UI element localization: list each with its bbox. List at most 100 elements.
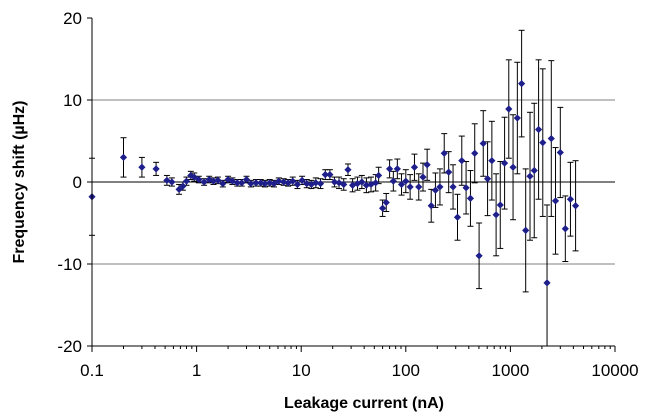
data-point — [571, 202, 580, 210]
data-point — [534, 125, 543, 134]
data-point — [138, 163, 146, 171]
data-point — [378, 204, 387, 212]
data-point — [219, 180, 227, 188]
y-tick-label: 0 — [73, 173, 82, 192]
data-point — [275, 177, 283, 185]
data-point — [397, 180, 406, 189]
data-point — [492, 211, 500, 219]
y-tick-label: -10 — [57, 255, 82, 274]
data-point — [182, 177, 191, 185]
data-point — [252, 179, 260, 187]
error-bars — [89, 29, 579, 346]
data-point — [367, 180, 375, 189]
y-tick-label: 20 — [63, 9, 82, 28]
data-point — [261, 180, 269, 188]
data-point — [152, 165, 160, 173]
data-point — [436, 183, 444, 191]
data-point — [475, 252, 483, 260]
data-point — [458, 157, 466, 165]
data-point — [289, 177, 297, 185]
data-point — [372, 179, 380, 187]
data-point — [410, 163, 419, 171]
data-point — [298, 176, 306, 184]
data-point — [293, 180, 302, 189]
y-tick-label: -20 — [57, 337, 82, 356]
data-point — [340, 180, 348, 189]
data-point — [321, 171, 329, 179]
error-bar — [544, 204, 551, 346]
data-point — [358, 178, 366, 186]
data-point — [303, 180, 311, 188]
data-points — [88, 80, 580, 287]
data-point — [375, 171, 383, 180]
data-point — [505, 105, 513, 113]
data-point — [280, 178, 288, 186]
data-point — [238, 179, 246, 187]
data-point — [168, 178, 176, 186]
data-point — [445, 168, 453, 176]
data-point — [200, 178, 208, 186]
axes — [87, 17, 616, 352]
x-axis-title: Leakage current (nA) — [284, 395, 444, 412]
data-point — [513, 114, 521, 122]
data-point — [453, 213, 462, 221]
data-point — [483, 175, 492, 183]
data-point — [522, 226, 530, 234]
data-point — [566, 195, 575, 203]
data-point — [419, 173, 427, 181]
data-point — [179, 182, 187, 190]
data-point — [266, 179, 274, 187]
data-point — [496, 201, 504, 209]
data-point — [561, 225, 569, 233]
data-point — [312, 179, 320, 187]
data-point — [431, 186, 440, 194]
data-point — [509, 163, 517, 171]
data-point — [500, 159, 509, 167]
x-tick-label: 1 — [192, 361, 201, 380]
data-point — [543, 279, 551, 287]
data-point — [471, 149, 479, 157]
data-point — [344, 166, 352, 174]
data-point — [362, 181, 370, 189]
data-point — [214, 176, 222, 184]
data-point — [330, 178, 339, 186]
data-point — [466, 194, 475, 202]
data-point — [518, 80, 526, 88]
data-point — [382, 198, 390, 207]
data-point — [488, 157, 496, 165]
data-point — [385, 165, 394, 173]
data-point — [406, 183, 414, 191]
data-point — [556, 148, 564, 157]
data-point — [547, 134, 555, 143]
data-point — [415, 183, 423, 191]
data-point — [539, 139, 547, 147]
data-point — [551, 197, 560, 205]
data-point — [195, 175, 203, 184]
x-tick-label: 1000 — [491, 361, 529, 380]
data-point — [247, 180, 255, 188]
data-point — [326, 171, 334, 179]
x-tick-label: 10 — [292, 361, 311, 380]
gridlines — [92, 99, 615, 265]
y-axis-title: Frequency shift (µHz) — [11, 100, 28, 263]
data-point — [530, 166, 538, 175]
data-point — [449, 183, 457, 191]
y-tick-label: 10 — [63, 91, 82, 110]
data-point — [427, 202, 435, 210]
data-point — [316, 180, 325, 188]
x-tick-label: 10000 — [591, 361, 638, 380]
x-tick-label: 0.1 — [80, 361, 104, 380]
data-point — [440, 149, 448, 157]
data-point — [209, 177, 218, 185]
data-point — [393, 165, 401, 173]
data-point — [242, 175, 251, 184]
data-point — [233, 179, 241, 187]
data-point — [389, 177, 397, 185]
data-point — [526, 172, 534, 180]
data-point — [119, 153, 128, 161]
data-point — [479, 139, 487, 148]
data-point — [402, 177, 410, 185]
data-point — [423, 161, 431, 169]
